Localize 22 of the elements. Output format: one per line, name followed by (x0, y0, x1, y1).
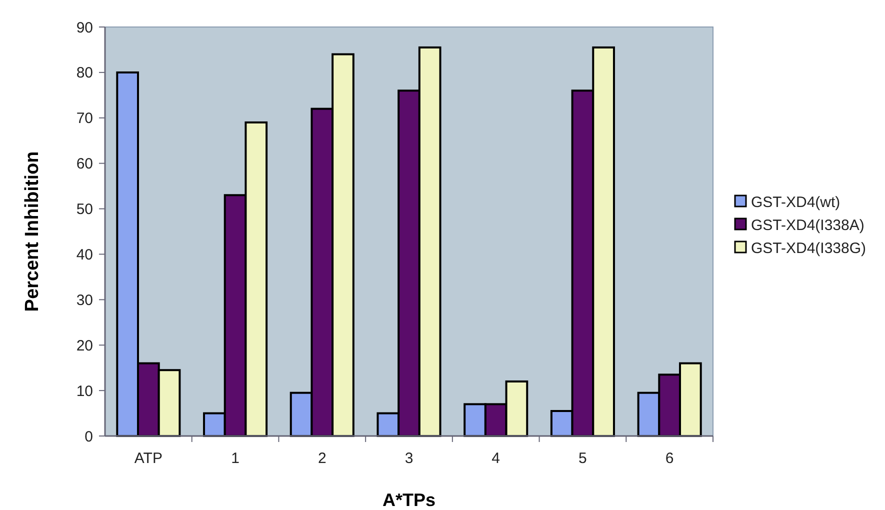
y-tick-label: 50 (76, 201, 93, 218)
x-tick-label: 3 (404, 450, 414, 467)
y-tick-label: 90 (76, 19, 93, 36)
y-tick-label: 60 (76, 156, 93, 173)
x-axis-title: A*TPs (382, 490, 436, 510)
x-tick-label: 2 (318, 450, 326, 467)
y-tick-label: 40 (76, 246, 93, 264)
x-tick-label: 1 (231, 450, 240, 467)
legend-label: GST-XD4(I338G) (751, 240, 866, 257)
y-tick-label: 70 (76, 110, 93, 128)
y-tick-label: 10 (76, 382, 93, 400)
y-tick-label: 80 (76, 64, 93, 82)
legend-label: GST-XD4(I338A) (751, 216, 864, 234)
y-tick-label: 0 (84, 428, 93, 446)
y-axis-title: Percent Inhibition (22, 151, 43, 312)
x-tick-label: 5 (578, 450, 587, 467)
x-tick-label: 6 (665, 450, 674, 467)
legend-label: GST-XD4(wt) (751, 194, 840, 211)
y-tick-label: 30 (76, 292, 93, 309)
y-tick-label: 20 (76, 337, 93, 354)
x-tick-label: 4 (492, 450, 500, 467)
x-tick-label: ATP (134, 450, 162, 467)
